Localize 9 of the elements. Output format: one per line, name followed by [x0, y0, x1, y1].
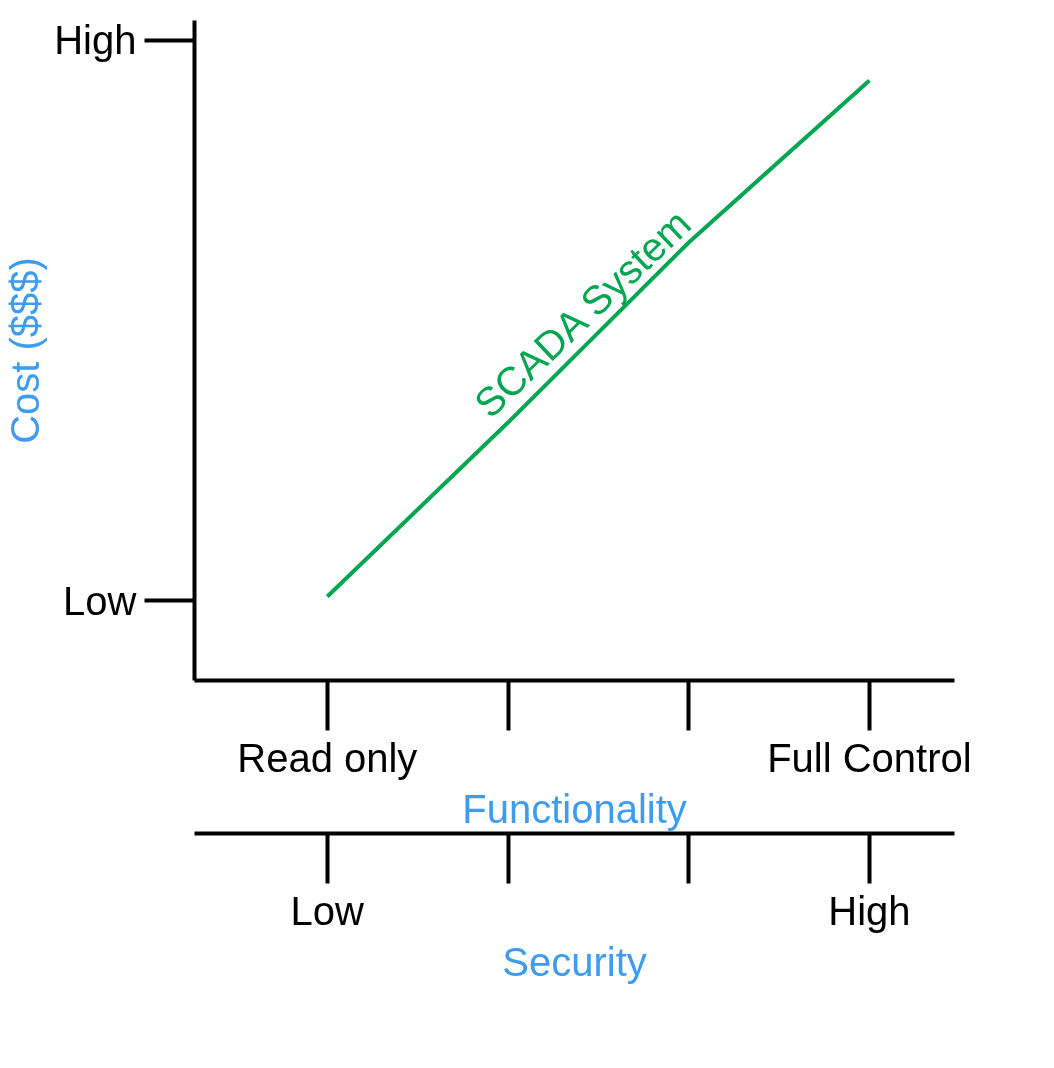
- x-tick-label: Full Control: [767, 735, 972, 780]
- text: Low: [290, 888, 365, 933]
- text: Low: [63, 578, 137, 623]
- text: High: [54, 18, 137, 63]
- x-tick-label: Read only: [237, 735, 418, 780]
- text: High: [828, 888, 911, 933]
- y-axis-title: Cost ($$$): [3, 257, 48, 444]
- x-axis-title: Functionality: [462, 786, 687, 831]
- x2-axis-title: Security: [502, 939, 647, 984]
